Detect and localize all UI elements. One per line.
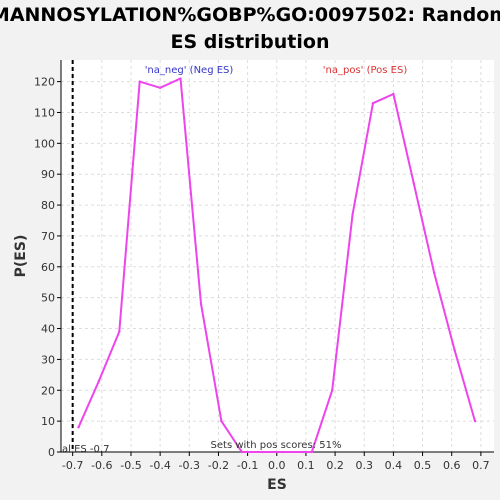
y-tick-label: 60 — [41, 261, 55, 274]
y-tick-label: 40 — [41, 323, 55, 336]
x-tick-label: -0.6 — [91, 459, 112, 472]
data-point — [330, 389, 334, 392]
data-point — [351, 213, 354, 216]
y-tick-label: 110 — [34, 106, 55, 119]
x-tick-label: 0.4 — [385, 459, 403, 472]
data-point — [310, 450, 313, 454]
y-tick-label: 0 — [48, 446, 55, 459]
data-point — [179, 77, 182, 80]
x-tick-label: 0.5 — [414, 459, 432, 472]
data-point — [453, 348, 456, 352]
data-point — [220, 419, 223, 423]
x-tick-label: 0.7 — [472, 459, 490, 472]
x-tick-label: -0.3 — [179, 459, 200, 472]
x-tick-label: -0.1 — [237, 459, 258, 472]
data-point — [301, 450, 305, 454]
data-point — [199, 302, 203, 306]
y-tick-label: 120 — [34, 76, 55, 89]
data-point — [473, 419, 477, 423]
y-tick-label: 100 — [34, 137, 55, 150]
x-tick-label: 0.2 — [326, 459, 344, 472]
y-tick-label: 70 — [41, 230, 55, 243]
data-point — [138, 80, 141, 83]
data-point — [281, 450, 284, 454]
x-tick-label: 0.0 — [268, 459, 286, 472]
plot-area — [61, 60, 494, 452]
y-tick-label: 10 — [41, 415, 55, 428]
y-tick-label: 90 — [41, 168, 55, 181]
y-tick-label: 20 — [41, 384, 55, 397]
data-point — [371, 102, 375, 105]
data-point — [240, 450, 243, 454]
x-tick-label: 0.1 — [297, 459, 315, 472]
axis-ticks: -0.7 -0.6 -0.5 -0.4 -0.3 -0.2 -0.1 0.0 0.1 0.2 0.3… — [34, 76, 490, 472]
data-point — [392, 92, 395, 96]
y-tick-label: 50 — [41, 292, 55, 305]
y-axis-label: P(ES) — [13, 235, 29, 278]
series-layer — [77, 77, 477, 454]
data-point — [260, 450, 264, 454]
x-tick-label: 0.6 — [443, 459, 461, 472]
x-tick-label: 0.3 — [355, 459, 373, 472]
x-tick-label: -0.2 — [208, 459, 229, 472]
data-point — [97, 379, 101, 383]
neg-es-annotation: 'na_neg' (Neg ES) — [145, 65, 234, 76]
actual-es-annotation: al ES -0.7 — [62, 444, 109, 455]
data-point — [412, 182, 416, 185]
x-tick-label: -0.5 — [120, 459, 141, 472]
chart-title-line-1: MANNOSYLATION%GOBP%GO:0097502: Random — [0, 4, 500, 26]
data-point — [158, 86, 162, 89]
pos-es-annotation: 'na_pos' (Pos ES) — [323, 65, 408, 76]
x-axis-label: ES — [267, 477, 287, 493]
grid-lines — [61, 60, 494, 453]
x-tick-label: -0.7 — [62, 459, 83, 472]
chart-title-line-2: ES distribution — [171, 31, 330, 53]
y-tick-label: 80 — [41, 199, 55, 212]
sets-pos-scores-annotation: Sets with pos scores: 51% — [211, 440, 342, 451]
data-point — [118, 330, 121, 333]
y-tick-label: 30 — [41, 353, 55, 366]
x-tick-label: -0.4 — [149, 459, 170, 472]
data-point — [77, 426, 80, 429]
data-point — [433, 271, 436, 275]
